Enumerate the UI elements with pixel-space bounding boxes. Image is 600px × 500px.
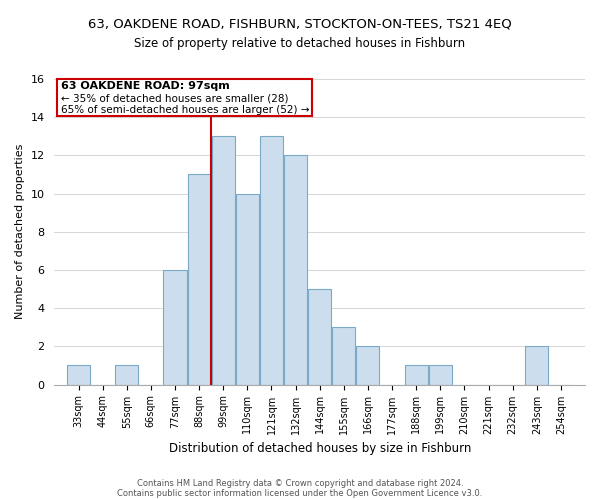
Text: 63 OAKDENE ROAD: 97sqm: 63 OAKDENE ROAD: 97sqm <box>61 82 230 92</box>
Bar <box>429 366 452 384</box>
Bar <box>236 194 259 384</box>
Bar <box>212 136 235 384</box>
Y-axis label: Number of detached properties: Number of detached properties <box>15 144 25 320</box>
Bar <box>284 156 307 384</box>
Bar <box>525 346 548 385</box>
Bar <box>404 366 428 384</box>
Bar <box>188 174 211 384</box>
Text: Contains public sector information licensed under the Open Government Licence v3: Contains public sector information licen… <box>118 488 482 498</box>
Text: 65% of semi-detached houses are larger (52) →: 65% of semi-detached houses are larger (… <box>61 105 310 115</box>
Bar <box>67 366 90 384</box>
Bar <box>260 136 283 384</box>
Bar <box>356 346 379 385</box>
Bar <box>115 366 138 384</box>
Text: Size of property relative to detached houses in Fishburn: Size of property relative to detached ho… <box>134 38 466 51</box>
Text: 63, OAKDENE ROAD, FISHBURN, STOCKTON-ON-TEES, TS21 4EQ: 63, OAKDENE ROAD, FISHBURN, STOCKTON-ON-… <box>88 18 512 30</box>
X-axis label: Distribution of detached houses by size in Fishburn: Distribution of detached houses by size … <box>169 442 471 455</box>
Bar <box>163 270 187 384</box>
FancyBboxPatch shape <box>56 79 312 116</box>
Bar <box>332 328 355 384</box>
Text: Contains HM Land Registry data © Crown copyright and database right 2024.: Contains HM Land Registry data © Crown c… <box>137 478 463 488</box>
Bar <box>308 289 331 384</box>
Text: ← 35% of detached houses are smaller (28): ← 35% of detached houses are smaller (28… <box>61 93 289 103</box>
